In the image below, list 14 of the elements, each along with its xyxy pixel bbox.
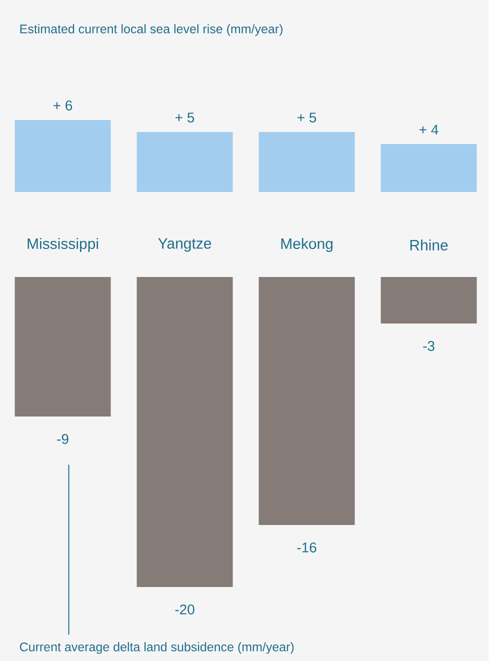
x-tick-label: Mekong: [281, 238, 333, 252]
data-label: + 5: [176, 112, 194, 122]
data-label: + 5: [298, 112, 316, 122]
chart-title: Estimated current local sea level rise (mm/year): [20, 24, 283, 36]
x-tick-label: Yangtze: [158, 238, 212, 252]
data-label: -16: [297, 542, 316, 552]
data-label: + 6: [54, 100, 72, 110]
data-label: + 4: [420, 124, 438, 134]
x-tick-label: Rhine: [410, 239, 448, 250]
data-label: -20: [175, 604, 194, 614]
data-label: -9: [57, 434, 68, 444]
x-axis-title: Current average delta land subsidence (mm/year): [20, 642, 294, 654]
data-label: -3: [423, 341, 434, 351]
x-tick-label: Mississippi: [28, 238, 98, 252]
